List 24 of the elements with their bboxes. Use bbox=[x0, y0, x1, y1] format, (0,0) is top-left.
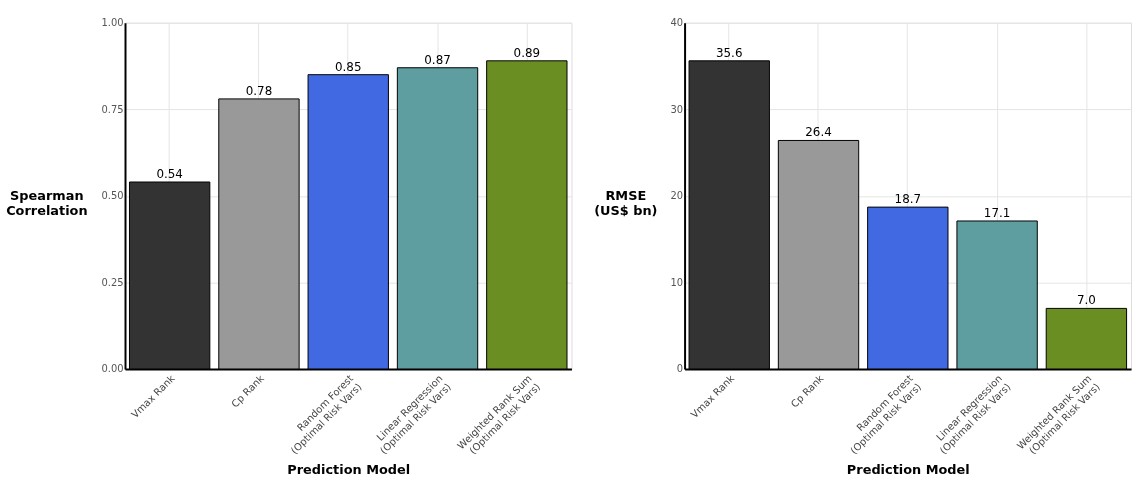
data-label: 18.7 bbox=[894, 192, 922, 207]
y-tick-label: 20 bbox=[670, 190, 684, 202]
y-tick-label: 0.25 bbox=[101, 276, 124, 288]
x-axis-title: Prediction Model bbox=[287, 461, 411, 477]
data-label: 17.1 bbox=[983, 206, 1011, 220]
data-label: 0.54 bbox=[156, 167, 183, 182]
data-label: 0.85 bbox=[335, 59, 362, 74]
data-label: 35.6 bbox=[715, 45, 743, 60]
y-tick-label: 1.00 bbox=[101, 17, 124, 29]
x-axis-title: Prediction Model bbox=[846, 461, 970, 477]
y-tick-label: 10 bbox=[670, 276, 684, 288]
y-tick-label: 0.75 bbox=[101, 103, 124, 115]
data-label: 26.4 bbox=[805, 125, 832, 140]
y-tick-label: 0 bbox=[676, 363, 684, 375]
y-tick-label: 0.00 bbox=[101, 363, 124, 375]
data-label: 0.89 bbox=[513, 45, 541, 60]
y-tick-label: 40 bbox=[670, 17, 684, 29]
y-axis-title: Spearman Correlation bbox=[6, 188, 88, 219]
data-label: 7.0 bbox=[1076, 293, 1096, 308]
y-axis-title: RMSE (US$ bn) bbox=[594, 188, 658, 219]
data-label: 0.78 bbox=[245, 83, 273, 98]
y-tick-label: 0.50 bbox=[101, 190, 124, 202]
y-tick-label: 30 bbox=[670, 103, 684, 115]
data-label: 0.87 bbox=[424, 52, 451, 67]
